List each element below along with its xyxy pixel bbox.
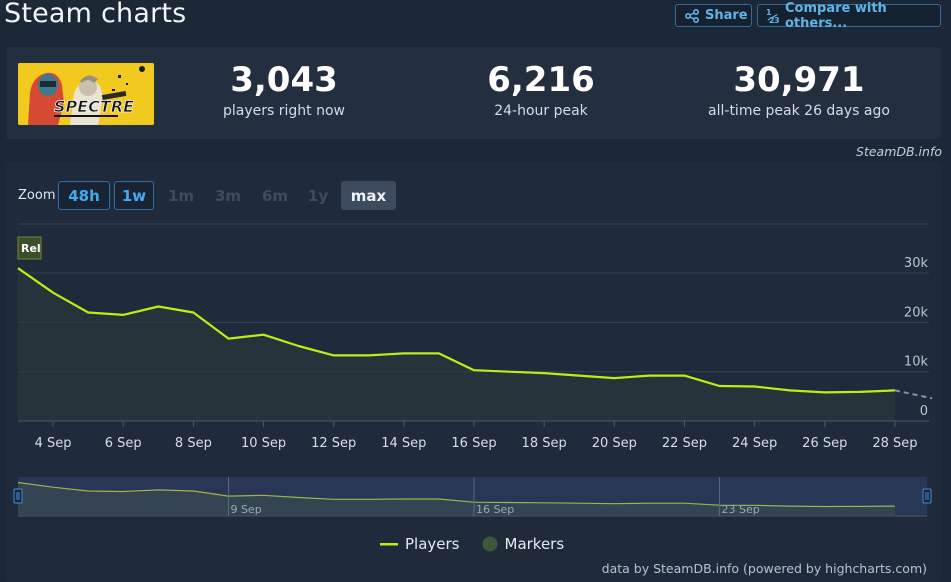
zoom-1y-button[interactable]: 1y bbox=[307, 186, 329, 205]
stat-all-time-peak: 30,971 all-time peak 26 days ago bbox=[684, 61, 914, 119]
source-credit[interactable]: SteamDB.info bbox=[856, 144, 942, 159]
svg-text:2: 2 bbox=[769, 16, 775, 24]
zoom-label: Zoom bbox=[18, 188, 56, 203]
stats-panel: SPECTRE 3,043 players right now 6,216 24… bbox=[6, 47, 941, 139]
stat-value: 30,971 bbox=[733, 60, 865, 100]
zoom-48h-button[interactable]: 48h bbox=[58, 181, 110, 210]
chart-panel bbox=[6, 162, 941, 582]
zoom-max-button[interactable]: max bbox=[341, 181, 396, 210]
game-logo-title: SPECTRE bbox=[54, 97, 134, 116]
share-button[interactable]: Share bbox=[675, 4, 752, 27]
game-logo[interactable]: SPECTRE bbox=[18, 63, 154, 125]
zoom-1m-button[interactable]: 1m bbox=[167, 186, 195, 205]
zoom-3m-button[interactable]: 3m bbox=[214, 186, 242, 205]
stat-label: players right now bbox=[223, 103, 345, 119]
stat-current-players: 3,043 players right now bbox=[184, 61, 384, 119]
compare-button[interactable]: 1 2 3 Compare with others... bbox=[757, 1, 941, 31]
legend-item-players[interactable]: Players bbox=[380, 535, 460, 553]
legend-label: Markers bbox=[504, 535, 565, 553]
stat-label: 24-hour peak bbox=[494, 103, 588, 119]
legend-label: Players bbox=[405, 535, 460, 553]
share-label: Share bbox=[705, 8, 748, 23]
legend-circle-icon bbox=[482, 536, 497, 552]
page-title: Steam charts bbox=[4, 0, 187, 29]
game-logo-art: SPECTRE bbox=[18, 63, 154, 125]
legend-item-markers[interactable]: Markers bbox=[482, 535, 565, 553]
svg-text:1: 1 bbox=[766, 8, 772, 17]
zoom-6m-button[interactable]: 6m bbox=[261, 186, 289, 205]
svg-text:3: 3 bbox=[774, 16, 780, 24]
stat-value: 3,043 bbox=[230, 60, 338, 100]
zoom-1w-button[interactable]: 1w bbox=[114, 181, 154, 210]
compare-icon: 1 2 3 bbox=[766, 8, 780, 24]
chart-legend: Players Markers bbox=[380, 535, 564, 553]
share-icon bbox=[684, 8, 700, 23]
stat-label: all-time peak 26 days ago bbox=[708, 103, 890, 119]
stat-24h-peak: 6,216 24-hour peak bbox=[441, 61, 641, 119]
compare-label: Compare with others... bbox=[785, 0, 887, 31]
legend-line-icon bbox=[380, 543, 398, 546]
stat-value: 6,216 bbox=[487, 60, 595, 100]
footer-credit[interactable]: data by SteamDB.info (powered by highcha… bbox=[601, 561, 927, 576]
